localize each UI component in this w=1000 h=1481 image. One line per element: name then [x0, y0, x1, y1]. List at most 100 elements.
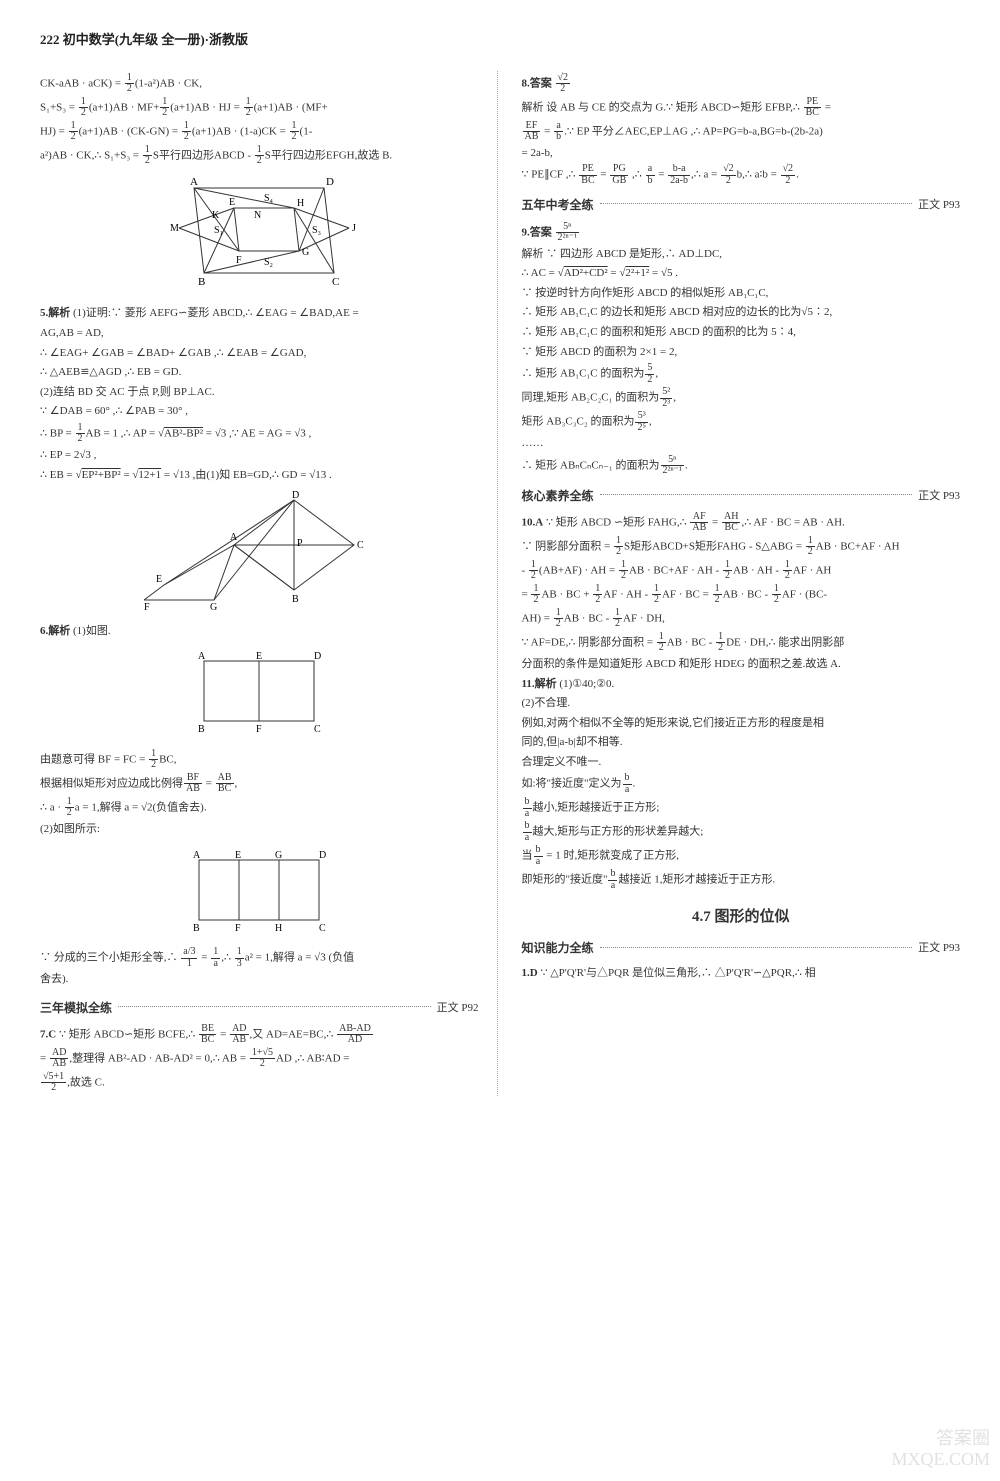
text-line: 分面积的条件是知道矩形 ABCD 和矩形 HDEG 的面积之差.故选 A. — [522, 656, 961, 674]
svg-text:E: E — [235, 850, 241, 861]
svg-text:B: B — [292, 594, 299, 605]
text-line: a²)AB · CK,∴ S₁+S₃ = 12S平行四边形ABCD - 12S平… — [40, 145, 479, 167]
section-5year: 五年中考全练正文 P93 — [522, 196, 961, 215]
svg-text:E: E — [156, 574, 162, 585]
text-line: ∵ 按逆时针方向作矩形 ABCD 的相似矩形 AB₁C₁C, — [522, 285, 961, 303]
svg-text:C: C — [314, 724, 321, 735]
subsection-47: 4.7 图形的位似 — [522, 905, 961, 929]
text-line: ∵ 分成的三个小矩形全等,∴ a/31 = 1a,∴ 13a² = 1,解得 a… — [40, 947, 479, 969]
svg-text:A: A — [198, 651, 206, 662]
text-line: = 12AB · BC + 12AF · AH - 12AF · BC = 12… — [522, 584, 961, 606]
svg-text:S₄: S₄ — [264, 193, 274, 204]
left-column: CK-aAB · aCK) = 12(1-a²)AB · CK, S₁+S₃ =… — [40, 71, 498, 1096]
svg-text:A: A — [193, 850, 201, 861]
figure-rect-ef: A D B C E F — [40, 646, 479, 743]
text-line: ∴ EB = √EP²+BP² = √12+1 = √13 ,由(1)知 EB=… — [40, 467, 479, 485]
text-line: - 12(AB+AF) · AH = 12AB · BC+AF · AH - 1… — [522, 560, 961, 582]
problem-8: 8.答案 √22 — [522, 73, 961, 95]
svg-text:C: C — [357, 540, 364, 551]
text-line: AG,AB = AD, — [40, 325, 479, 343]
text-line: 解析 ∵ 四边形 ABCD 是矩形,∴ AD⊥DC, — [522, 246, 961, 264]
text-line: ba越小,矩形越接近于正方形; — [522, 797, 961, 819]
svg-text:F: F — [235, 923, 241, 934]
text-line: ∵ PE∥CF ,∴ PEBC = PGGB ,∴ ab = b-a2a-b,∴… — [522, 164, 961, 186]
figure-rect-3split: A D B C E G F H — [40, 845, 479, 942]
problem-7: 7.C ∵ 矩形 ABCD∽矩形 BCFE,∴ BEBC = ADAB,又 AD… — [40, 1024, 479, 1046]
problem-9: 9.答案 5ⁿ2²ⁿ⁻¹ — [522, 222, 961, 244]
text-line: = 2a-b, — [522, 145, 961, 163]
figure-rhombus: A B C D E F G P — [40, 490, 479, 617]
text-line: 舍去). — [40, 971, 479, 989]
svg-text:A: A — [190, 176, 198, 188]
problem-10: 10.A ∵ 矩形 ABCD ∽矩形 FAHG,∴ AFAB = AHBC,∴ … — [522, 512, 961, 534]
text-line: (2)连结 BD 交 AC 于点 P,则 BP⊥AC. — [40, 384, 479, 402]
page-header: 222 初中数学(九年级 全一册)·浙教版 — [40, 30, 960, 51]
text-line: HJ) = 12(a+1)AB · (CK-GN) = 12(a+1)AB · … — [40, 121, 479, 143]
svg-text:D: D — [326, 176, 334, 188]
text-line: 当ba = 1 时,矩形就变成了正方形, — [522, 845, 961, 867]
text-line: (2)如图所示: — [40, 821, 479, 839]
text-line: ∵ 阴影部分面积 = 12S矩形ABCD+S矩形FAHG - S△ABG = 1… — [522, 536, 961, 558]
text-line: ∴ a · 12a = 1,解得 a = √2(负值舍去). — [40, 797, 479, 819]
text-line: ∵ 矩形 ABCD 的面积为 2×1 = 2, — [522, 344, 961, 362]
svg-text:H: H — [297, 198, 304, 209]
text-line: ∴ 矩形 AB₁C₁C 的面积和矩形 ABCD 的面积的比为 5∶4, — [522, 324, 961, 342]
svg-text:S₁: S₁ — [214, 225, 223, 236]
section-3year: 三年模拟全练正文 P92 — [40, 999, 479, 1018]
svg-text:S₃: S₃ — [312, 225, 321, 236]
text-line: …… — [522, 435, 961, 453]
svg-text:B: B — [193, 923, 200, 934]
text-line: EFAB = ab.∵ EP 平分∠AEC,EP⊥AG ,∴ AP=PG=b-a… — [522, 121, 961, 143]
text-line: 根据相似矩形对应边成比例得BFAB = ABBC, — [40, 773, 479, 795]
svg-text:D: D — [314, 651, 321, 662]
text-line: 解析 设 AB 与 CE 的交点为 G.∵ 矩形 ABCD∽矩形 EFBP,∴ … — [522, 97, 961, 119]
text-line: 如:将"接近度"定义为ba. — [522, 773, 961, 795]
two-columns: CK-aAB · aCK) = 12(1-a²)AB · CK, S₁+S₃ =… — [40, 71, 960, 1096]
svg-text:F: F — [236, 255, 242, 266]
svg-text:C: C — [319, 923, 326, 934]
svg-text:E: E — [229, 197, 235, 208]
svg-text:S₂: S₂ — [264, 257, 273, 268]
text-line: ∵ AF=DE,∴ 阴影部分面积 = 12AB · BC - 12DE · DH… — [522, 632, 961, 654]
svg-text:G: G — [302, 247, 309, 258]
svg-text:E: E — [256, 651, 262, 662]
text-line: ∴ BP = 12AB = 1 ,∴ AP = √AB²-BP² = √3 ,∵… — [40, 423, 479, 445]
text-line: ∴ AC = √AD²+CD² = √2²+1² = √5 . — [522, 265, 961, 283]
text-line: 同的,但|a-b|却不相等. — [522, 734, 961, 752]
svg-text:C: C — [332, 276, 339, 288]
svg-text:G: G — [210, 602, 217, 610]
svg-text:D: D — [292, 490, 299, 501]
problem-5: 5.解析 (1)证明:∵ 菱形 AEFG∽菱形 ABCD,∴ ∠EAG = ∠B… — [40, 305, 479, 323]
text-line: 同理,矩形 AB₂C₂C₁ 的面积为5²2³, — [522, 387, 961, 409]
problem-11: 11.解析 (1)①40;②0. — [522, 676, 961, 694]
figure-parallelogram: A D B C E F G H M J K N S₁ S₂ S₃ S₄ — [40, 173, 479, 300]
svg-text:H: H — [275, 923, 282, 934]
right-column: 8.答案 √22 解析 设 AB 与 CE 的交点为 G.∵ 矩形 ABCD∽矩… — [518, 71, 961, 1096]
text-line: ba越大,矩形与正方形的形状差异越大; — [522, 821, 961, 843]
svg-text:P: P — [297, 538, 303, 549]
svg-text:F: F — [144, 602, 150, 610]
svg-text:B: B — [198, 724, 205, 735]
text-line: ∵ ∠DAB = 60° ,∴ ∠PAB = 30° , — [40, 403, 479, 421]
text-line: CK-aAB · aCK) = 12(1-a²)AB · CK, — [40, 73, 479, 95]
text-line: 由题意可得 BF = FC = 12BC, — [40, 749, 479, 771]
problem-6: 6.解析 (1)如图. — [40, 623, 479, 641]
problem-1d: 1.D ∵ △P'Q'R'与△PQR 是位似三角形,∴ △P'Q'R'∽△PQR… — [522, 965, 961, 983]
svg-text:D: D — [319, 850, 326, 861]
section-knowledge: 知识能力全练正文 P93 — [522, 939, 961, 958]
text-line: 矩形 AB₃C₃C₂ 的面积为5³2⁵, — [522, 411, 961, 433]
svg-text:N: N — [254, 210, 261, 221]
text-line: = ADAB,整理得 AB²-AD · AB-AD² = 0,∴ AB = 1+… — [40, 1048, 479, 1070]
text-line: 例如,对两个相似不全等的矩形来说,它们接近正方形的程度是相 — [522, 715, 961, 733]
svg-text:K: K — [212, 210, 220, 221]
text-line: ∴ 矩形 AB₁C₁C 的面积为52, — [522, 363, 961, 385]
svg-text:B: B — [198, 276, 205, 288]
text-line: AH) = 12AB · BC - 12AF · DH, — [522, 608, 961, 630]
svg-text:G: G — [275, 850, 282, 861]
text-line: 即矩形的"接近度"ba越接近 1,矩形才越接近于正方形. — [522, 869, 961, 891]
svg-text:A: A — [230, 532, 238, 543]
text-line: S₁+S₃ = 12(a+1)AB · MF+12(a+1)AB · HJ = … — [40, 97, 479, 119]
text-line: 合理定义不唯一. — [522, 754, 961, 772]
svg-text:J: J — [352, 223, 356, 234]
text-line: ∴ 矩形 ABₙCₙCₙ₋₁ 的面积为5ⁿ2²ⁿ⁻¹. — [522, 455, 961, 477]
